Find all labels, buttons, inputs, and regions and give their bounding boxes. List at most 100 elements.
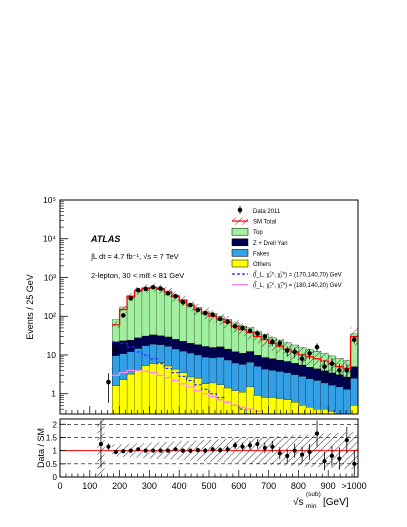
ratio-y-tick-label-1: 0.5	[46, 460, 58, 469]
ratio-x-ticks: 0 100 200 300 400 500 600 700 800 900 >1000	[57, 470, 367, 491]
bar-others-39	[350, 405, 358, 414]
ratio-point-24	[277, 451, 282, 456]
bar-others-17	[186, 376, 195, 414]
main-y-tick-label-0: 1	[51, 389, 56, 399]
signal-line-1	[112, 369, 270, 414]
data-point-31	[292, 349, 297, 355]
legend-label-5: Others	[253, 262, 271, 268]
data-point-24	[240, 325, 245, 331]
bar-others-15	[171, 369, 180, 414]
main-x-ticks	[59, 406, 359, 414]
legend-label-4: Fakes	[253, 251, 269, 257]
ratio-point-29	[314, 431, 320, 436]
bar-others-32	[298, 405, 307, 414]
bar-others-19	[201, 383, 210, 414]
main-y-tick-label-2: 10²	[44, 311, 56, 321]
bar-fakes-36	[328, 385, 337, 414]
main-y-tick-label-4: 10⁴	[43, 234, 56, 244]
ratio-panel: 0 0.5 1 1.5 2 0 100 200 300 400 500 600 700 800 900 >1…	[36, 418, 367, 491]
bar-fakes-38	[342, 389, 352, 414]
data-point-34	[314, 344, 320, 350]
ratio-y-ticks: 0 0.5 1 1.5 2	[46, 420, 66, 482]
x-tick-label-1: 100	[82, 481, 97, 491]
legend-entry-6: (l̃_L, χ̃₂⁰, χ̃₁⁰) = (170,140,70) GeV	[232, 271, 342, 279]
data-point-14	[165, 291, 171, 296]
main-y-tick-label-5: 10⁵	[43, 195, 56, 205]
bar-others-11	[141, 365, 150, 414]
ratio-point-21	[255, 441, 260, 447]
selection-label: 2-lepton, 30 < mℓℓ < 81 GeV	[91, 271, 184, 280]
ratio-point-34	[352, 461, 357, 466]
data-point-29	[277, 341, 283, 346]
main-ylabel: Events / 25 GeV	[25, 274, 35, 340]
data-point-17	[188, 302, 193, 308]
data-point-32	[299, 356, 305, 362]
bar-others-28	[268, 397, 277, 414]
legend: Data 2011 SM Total Top Z + Drell Yan Fakes Ot…	[231, 206, 342, 289]
ratio-point-17	[225, 447, 230, 452]
legend-entry-0: Data 2011	[237, 206, 281, 215]
data-point-15	[173, 293, 178, 299]
x-tick-label-9: 900	[321, 481, 336, 491]
ratio-y-tick-label-2: 1	[53, 447, 58, 456]
data-point-27	[262, 334, 268, 339]
legend-entry-2: Top	[231, 227, 263, 236]
ratio-point-20	[247, 443, 253, 448]
xlabel-sub: min	[306, 503, 317, 510]
ratio-point-19	[240, 444, 245, 449]
data-point-37	[337, 368, 342, 373]
data-point-21	[217, 316, 223, 322]
ratio-point-26	[292, 448, 297, 453]
ratio-point-32	[337, 456, 342, 461]
legend-label-2: Top	[253, 230, 263, 236]
bar-others-14	[164, 365, 173, 414]
data-point-8	[121, 313, 126, 318]
data-point-35	[322, 364, 327, 369]
bar-others-25	[246, 386, 255, 414]
x-tick-label-7: 700	[261, 481, 276, 491]
data-point-11	[143, 286, 148, 292]
ratio-point-13	[195, 448, 200, 453]
ratio-point-23	[270, 444, 275, 449]
bar-others-33	[305, 407, 314, 414]
legend-entry-4: Fakes	[231, 249, 269, 257]
bar-others-22	[223, 387, 232, 414]
data-point-10	[135, 287, 141, 293]
ratio-point-3	[121, 449, 126, 454]
data-point-9	[128, 296, 134, 301]
bar-others-30	[283, 399, 292, 414]
ratio-point-5	[136, 447, 141, 452]
data-point-33	[307, 351, 312, 356]
signal-line-0	[112, 341, 255, 414]
x-tick-label-4: 400	[172, 481, 187, 491]
data-point-6	[106, 379, 111, 385]
x-tick-label-5: 500	[201, 481, 216, 491]
data-point-22	[225, 319, 230, 325]
ratio-point-6	[143, 448, 148, 453]
ratio-point-1	[106, 444, 111, 449]
bar-others-13	[156, 362, 165, 414]
legend-swatch-fill	[231, 227, 249, 236]
legend-entry-3: Z + Drell Yan	[231, 238, 288, 247]
xlabel-unit: [GeV]	[323, 497, 349, 508]
data-point-30	[284, 348, 290, 353]
main-y-tick-label-1: 10	[47, 350, 57, 360]
main-y-ticks: 1 10 10² 10³ 10⁴ 10⁵	[43, 195, 68, 410]
ratio-point-12	[188, 448, 193, 453]
x-tick-label-6: 600	[231, 481, 246, 491]
bar-others-29	[275, 398, 284, 414]
ratio-point-27	[300, 452, 305, 457]
x-axis-title: √s min (sub) [GeV]	[293, 491, 349, 510]
ratio-point-9	[165, 448, 171, 453]
data-point-18	[195, 307, 201, 313]
ratio-point-4	[128, 448, 133, 453]
data-point-25	[247, 328, 253, 334]
data-point-16	[180, 299, 186, 305]
bar-others-9	[126, 374, 135, 414]
bar-others-20	[208, 382, 217, 414]
legend-swatch-fill	[231, 259, 249, 268]
legend-swatch-fill	[231, 249, 249, 257]
data-point-23	[232, 324, 238, 329]
x-tick-label-8: 800	[291, 481, 306, 491]
